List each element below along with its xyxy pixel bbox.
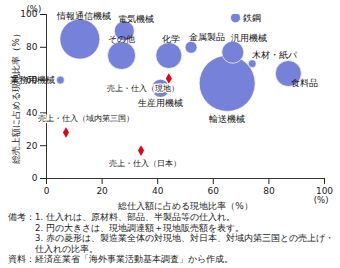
svg-text:化学: 化学 bbox=[162, 34, 180, 44]
svg-text:情報通信機械: 情報通信機械 bbox=[56, 11, 111, 21]
svg-text:金属製品: 金属製品 bbox=[189, 32, 225, 42]
svg-text:20: 20 bbox=[96, 186, 108, 196]
svg-text:(%): (%) bbox=[314, 195, 329, 205]
svg-text:80: 80 bbox=[26, 42, 38, 52]
svg-text:生産用機械: 生産用機械 bbox=[138, 98, 183, 108]
svg-text:売上・仕入（日本）: 売上・仕入（日本） bbox=[109, 159, 181, 168]
svg-text:40: 40 bbox=[26, 108, 38, 118]
svg-text:20: 20 bbox=[26, 141, 38, 151]
html-text:備考：1. 仕入れは、原材料、部品、半製品等の仕入れ。: 備考：1. 仕入れは、原材料、部品、半製品等の仕入れ。 bbox=[8, 212, 235, 222]
svg-text:0: 0 bbox=[32, 173, 38, 183]
svg-text:木材・紙パ: 木材・紙パ bbox=[252, 50, 298, 60]
html-text:3. 赤の菱形は、製造業全体の対現地、対日本、対域内第三国と: 3. 赤の菱形は、製造業全体の対現地、対日本、対域内第三国との売上げ・仕入れの比… bbox=[35, 233, 334, 254]
svg-text:汎用機械: 汎用機械 bbox=[231, 33, 267, 43]
svg-text:総仕入額に占める現地比率（%）: 総仕入額に占める現地比率（%） bbox=[117, 201, 253, 211]
svg-text:電気機械: 電気機械 bbox=[118, 14, 154, 24]
svg-text:売上・仕入（域内第三国）: 売上・仕入（域内第三国） bbox=[38, 114, 134, 123]
svg-text:40: 40 bbox=[152, 186, 164, 196]
svg-text:業務用機械: 業務用機械 bbox=[10, 75, 55, 85]
html-text:資料：経済産業省「海外事業活動基本調査」から作成。: 資料：経済産業省「海外事業活動基本調査」から作成。 bbox=[8, 254, 233, 264]
svg-text:80: 80 bbox=[263, 186, 275, 196]
svg-text:(%): (%) bbox=[27, 4, 42, 14]
svg-text:食料品: 食料品 bbox=[291, 78, 318, 88]
svg-text:0: 0 bbox=[44, 186, 50, 196]
svg-text:100: 100 bbox=[315, 185, 334, 196]
svg-text:その他: その他 bbox=[108, 34, 135, 44]
svg-text:総売上額に占める現地比率（%）: 総売上額に占める現地比率（%） bbox=[11, 29, 21, 165]
svg-text:輸送機械: 輸送機械 bbox=[209, 114, 245, 124]
svg-text:売上・仕入（現地）: 売上・仕入（現地） bbox=[107, 84, 179, 93]
html-text:2. 円の大きさは、現地調達額＋現地販売額を表す。: 2. 円の大きさは、現地調達額＋現地販売額を表す。 bbox=[35, 222, 244, 233]
svg-text:60: 60 bbox=[208, 186, 220, 196]
svg-text:100: 100 bbox=[20, 9, 38, 20]
svg-text:鉄鋼: 鉄鋼 bbox=[243, 13, 261, 23]
